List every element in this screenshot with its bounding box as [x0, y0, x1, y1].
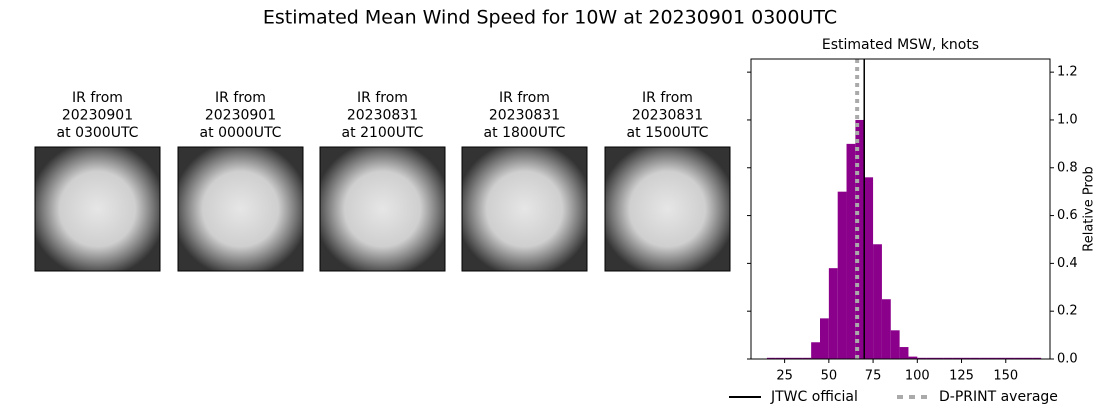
bar — [793, 357, 803, 359]
bar — [1014, 357, 1024, 359]
x-tick-label: 125 — [949, 369, 974, 384]
y-tick-label: 0.4 — [1057, 256, 1078, 271]
panel-title: 20230831 — [347, 108, 418, 124]
figure-title: Estimated Mean Wind Speed for 10W at 202… — [263, 7, 837, 29]
bar — [1032, 357, 1042, 359]
bar — [820, 318, 829, 359]
bar — [784, 357, 794, 359]
bar — [890, 330, 900, 359]
bar — [837, 191, 847, 359]
legend-label: D-PRINT average — [939, 389, 1058, 405]
satellite-image — [461, 146, 588, 272]
bar — [917, 357, 927, 359]
x-tick-label: 25 — [776, 369, 793, 384]
axis-title: Estimated MSW, knots — [822, 37, 979, 53]
bar — [935, 357, 944, 359]
y-tick-label: 0.0 — [1057, 352, 1078, 367]
bar — [1023, 357, 1033, 359]
plot-frame — [750, 58, 1051, 360]
bar — [1005, 357, 1015, 359]
bar — [996, 357, 1006, 359]
legend-label: JTWC official — [770, 389, 858, 405]
panel-title: 20230831 — [632, 108, 703, 124]
bar — [766, 357, 776, 359]
panel-title: 20230901 — [62, 108, 133, 124]
panel-title: at 2100UTC — [342, 125, 424, 141]
bar — [873, 244, 882, 359]
y-tick-label: 1.2 — [1057, 65, 1078, 80]
bar — [881, 299, 891, 359]
satellite-image — [177, 146, 304, 272]
satellite-image — [319, 146, 446, 272]
bar — [899, 347, 909, 359]
y-tick-label: 0.2 — [1057, 304, 1078, 319]
panel-title: IR from — [72, 90, 123, 106]
x-tick-label: 100 — [905, 369, 930, 384]
x-tick-label: 75 — [865, 369, 882, 384]
panel-title: IR from — [642, 90, 693, 106]
bar — [952, 357, 962, 359]
x-tick-label: 50 — [821, 369, 838, 384]
panel-title: 20230901 — [205, 108, 276, 124]
panel-title: IR from — [499, 90, 550, 106]
satellite-image — [34, 146, 161, 272]
y-axis-title: Relative Prob — [1082, 166, 1097, 251]
panel-title: at 1800UTC — [484, 125, 566, 141]
panel-title: at 1500UTC — [627, 125, 709, 141]
satellite-image — [604, 146, 731, 272]
y-tick-label: 0.8 — [1057, 160, 1078, 175]
bar — [802, 357, 812, 359]
bar — [979, 357, 989, 359]
panel-title: at 0300UTC — [57, 125, 139, 141]
panel-title: IR from — [215, 90, 266, 106]
bar — [828, 268, 838, 359]
bar — [775, 357, 785, 359]
panel-title: IR from — [357, 90, 408, 106]
y-tick-label: 0.6 — [1057, 208, 1078, 223]
panel-title: 20230831 — [489, 108, 560, 124]
panel-title: at 0000UTC — [200, 125, 282, 141]
bar — [908, 356, 918, 359]
x-tick-label: 150 — [993, 369, 1018, 384]
bar — [926, 357, 935, 359]
bar — [811, 342, 820, 359]
bar — [864, 177, 874, 359]
bar — [970, 357, 980, 359]
bar — [988, 357, 997, 359]
bar — [943, 357, 953, 359]
bar — [846, 143, 856, 359]
bar — [961, 357, 971, 359]
y-tick-label: 1.0 — [1057, 112, 1078, 127]
bar — [855, 119, 865, 359]
